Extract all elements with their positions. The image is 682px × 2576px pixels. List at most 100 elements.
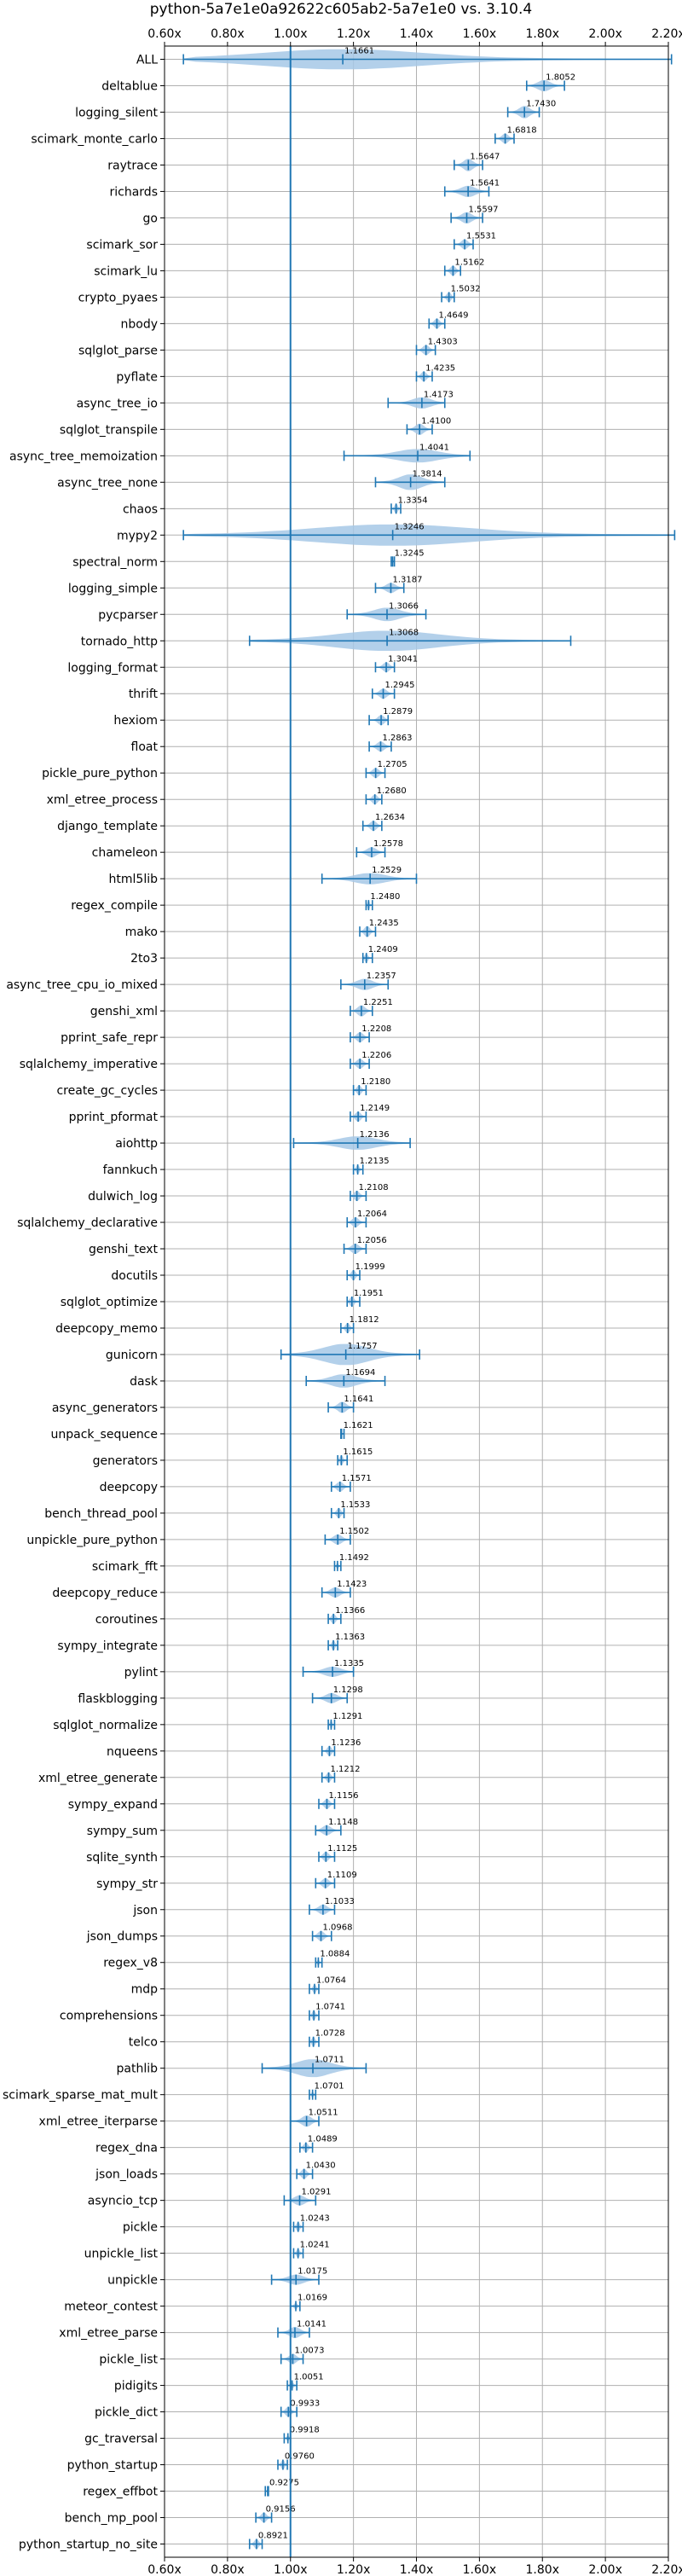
category-label: create_gc_cycles: [56, 1084, 158, 1098]
category-label: chaos: [123, 502, 158, 516]
value-label: 1.0489: [308, 2135, 338, 2144]
category-label: regex_v8: [103, 1957, 158, 1970]
category-label: sqlglot_parse: [78, 344, 158, 357]
x-tick-label-bottom: 0.60x: [147, 2563, 181, 2576]
category-label: raytrace: [107, 159, 158, 172]
category-label: flaskblogging: [78, 1692, 158, 1706]
value-label: 1.1502: [339, 1527, 369, 1536]
x-tick-label-bottom: 1.40x: [400, 2563, 433, 2576]
category-label: docutils: [111, 1269, 158, 1283]
value-label: 1.0884: [320, 1950, 350, 1959]
category-label: sympy_str: [96, 1877, 158, 1891]
value-label: 1.1212: [331, 1765, 361, 1774]
category-label: regex_dna: [95, 2142, 158, 2155]
category-label: sqlglot_transpile: [60, 423, 158, 437]
value-label: 1.0051: [294, 2373, 324, 2382]
x-tick-label-top: 1.00x: [274, 27, 307, 41]
category-label: asyncio_tcp: [88, 2195, 158, 2208]
category-label: chameleon: [92, 846, 158, 860]
category-label: sqlglot_normalize: [53, 1719, 158, 1732]
category-label: sympy_expand: [68, 1798, 158, 1812]
category-label: pickle_dict: [95, 2406, 159, 2420]
category-label: deepcopy_reduce: [52, 1587, 158, 1600]
value-label: 1.2480: [370, 892, 400, 902]
category-label: unpickle_list: [84, 2248, 159, 2261]
category-label: deepcopy_memo: [55, 1322, 158, 1336]
value-label: 1.4235: [425, 363, 455, 373]
x-tick-label-top: 2.00x: [588, 27, 621, 41]
x-tick-label-top: 1.60x: [463, 27, 496, 41]
value-label: 1.4303: [428, 337, 458, 346]
category-label: dulwich_log: [88, 1190, 158, 1204]
value-label: 1.1423: [337, 1580, 367, 1589]
value-label: 1.1363: [335, 1633, 365, 1642]
value-label: 0.9933: [290, 2399, 320, 2409]
category-label: python_startup: [67, 2459, 158, 2473]
category-label: generators: [93, 1454, 158, 1468]
category-label: json: [132, 1904, 158, 1917]
value-label: 1.1533: [340, 1500, 370, 1510]
category-label: sqlalchemy_imperative: [20, 1058, 158, 1071]
value-label: 1.2136: [360, 1130, 390, 1140]
value-label: 1.0741: [315, 2003, 345, 2012]
tick-layer: 0.60x 0.60x 0.80x 0.80x 1.00x 1.00x 1.20x 1.20x…: [147, 27, 682, 2576]
x-tick-label-bottom: 0.80x: [211, 2563, 244, 2576]
category-label: async_tree_io: [77, 397, 158, 410]
value-label: 1.6818: [507, 125, 537, 135]
category-label: async_tree_none: [57, 476, 158, 490]
category-label: scimark_fft: [92, 1560, 159, 1574]
value-label: 1.2879: [383, 707, 413, 717]
value-label: 1.1999: [355, 1262, 385, 1272]
value-label: 1.5641: [470, 178, 500, 188]
chart-title: python-5a7e1e0a92622c605ab2-5a7e1e0 vs. …: [150, 1, 532, 18]
x-tick-label-top: 0.80x: [211, 27, 244, 41]
x-tick-label-top: 2.20x: [651, 27, 682, 41]
category-label: tornado_http: [81, 635, 158, 648]
value-label: 1.1366: [335, 1606, 365, 1616]
category-label: nbody: [121, 317, 159, 331]
category-label: pycparser: [98, 608, 158, 622]
category-label: hexiom: [113, 714, 158, 728]
value-label: 1.1571: [342, 1474, 372, 1483]
category-label: genshi_xml: [90, 1005, 158, 1018]
category-label: regex_effbot: [83, 2486, 158, 2499]
value-label: 1.0169: [298, 2294, 327, 2303]
category-label: fannkuch: [103, 1163, 158, 1177]
category-label: xml_etree_parse: [59, 2327, 158, 2341]
category-label: ALL: [136, 53, 158, 67]
x-tick-label-bottom: 1.20x: [337, 2563, 370, 2576]
value-label: 1.0241: [300, 2241, 330, 2250]
category-label: sqlglot_optimize: [61, 1296, 158, 1309]
value-label: 1.0711: [315, 2056, 344, 2065]
value-label: 1.5647: [470, 152, 500, 161]
category-label: telco: [129, 2036, 158, 2050]
category-label: scimark_monte_carlo: [31, 132, 158, 146]
category-label: json_loads: [95, 2168, 158, 2182]
category-label: pickle: [123, 2221, 158, 2235]
value-label: 0.9156: [266, 2505, 296, 2515]
category-label: sqlalchemy_declarative: [17, 1216, 158, 1230]
value-label: 1.2056: [357, 1236, 387, 1245]
value-label: 1.1335: [334, 1659, 364, 1668]
category-label: pathlib: [117, 2063, 159, 2076]
category-label: scimark_sparse_mat_mult: [3, 2089, 158, 2103]
value-label: 1.0968: [323, 1923, 353, 1933]
x-tick-label-top: 1.80x: [526, 27, 559, 41]
value-label: 0.9760: [285, 2452, 315, 2462]
x-tick-label-bottom: 1.60x: [463, 2563, 496, 2576]
category-label: sympy_integrate: [57, 1639, 158, 1653]
category-label: python_startup_no_site: [19, 2538, 158, 2552]
category-label: go: [143, 212, 158, 225]
x-tick-label-bottom: 2.00x: [588, 2563, 621, 2576]
value-label: 1.2251: [363, 998, 393, 1007]
category-label: thrift: [129, 688, 159, 701]
category-label: spectral_norm: [72, 555, 158, 569]
category-label: xml_etree_process: [47, 793, 158, 807]
value-label: 1.2206: [361, 1051, 391, 1060]
category-label: dask: [130, 1375, 159, 1389]
value-label: 1.8052: [546, 73, 575, 82]
value-label: 1.1125: [327, 1844, 357, 1854]
value-label: 1.0701: [315, 2082, 344, 2092]
value-label: 1.1492: [339, 1553, 369, 1563]
